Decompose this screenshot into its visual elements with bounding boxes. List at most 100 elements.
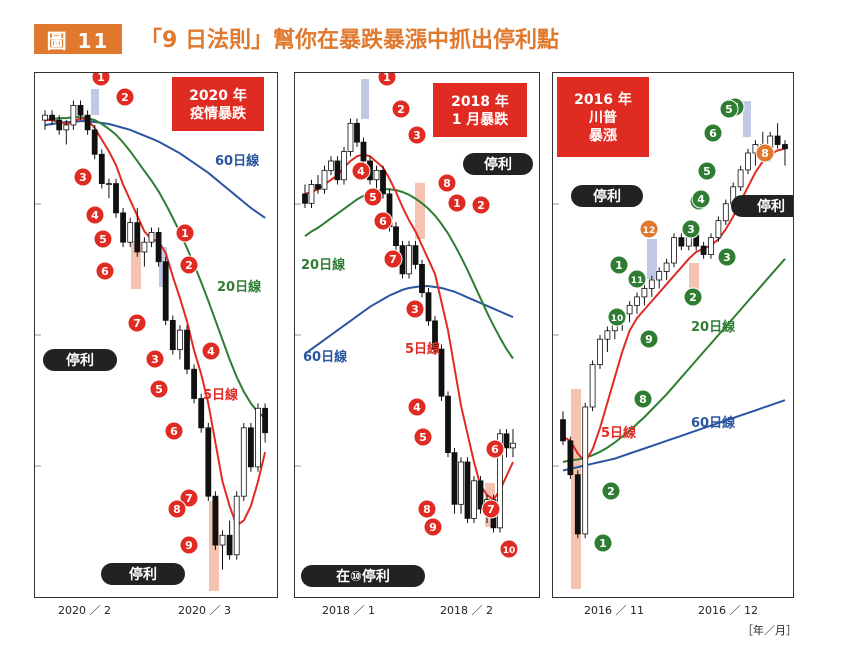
candle-body — [120, 212, 126, 243]
ma20-label: 20日線 — [691, 319, 736, 335]
event-title-line: 2018 年 — [451, 93, 509, 110]
count-marker-green-text: 6 — [709, 127, 717, 140]
candle-body — [63, 124, 70, 131]
event-title-box — [557, 77, 649, 157]
candle-body — [155, 232, 162, 263]
take-profit-callout — [43, 349, 117, 371]
count-marker-red-text: 7 — [389, 253, 397, 266]
candle-body — [328, 160, 334, 171]
candle-body — [240, 427, 247, 497]
count-marker-red-text: 3 — [79, 171, 87, 184]
count-marker-green — [719, 99, 739, 119]
candle-body — [663, 262, 670, 272]
candle-body — [589, 364, 596, 408]
count-marker-green-text: 5 — [725, 103, 733, 116]
count-marker-green-text: 5 — [703, 165, 711, 178]
count-marker-red — [351, 161, 371, 181]
count-marker-green — [717, 247, 737, 267]
candle-body — [42, 114, 48, 121]
ma20-line — [44, 116, 266, 419]
event-title-line: 2020 年 — [189, 87, 247, 104]
x-tick-label: 2016 ／ 11 — [584, 604, 644, 617]
candle-body — [91, 129, 98, 155]
candle-body — [212, 495, 219, 546]
candle-body — [432, 320, 438, 350]
count-marker-red — [179, 488, 199, 508]
count-marker-red-text: 2 — [121, 91, 129, 104]
count-marker-green-text: 4 — [697, 193, 705, 206]
highlight-band — [689, 263, 699, 293]
candle-body — [782, 144, 788, 150]
candle-body — [373, 169, 380, 181]
candle-body — [56, 119, 63, 131]
count-marker-red — [481, 499, 501, 519]
count-marker-green-text: 1 — [615, 259, 623, 272]
highlight-band — [131, 241, 141, 289]
count-marker-red-text: 7 — [133, 317, 141, 330]
candle-body — [412, 245, 419, 265]
count-marker-orange-text: 8 — [761, 147, 769, 160]
ma60-line — [562, 399, 786, 472]
count-marker-red — [175, 223, 195, 243]
count-marker-green — [593, 533, 613, 553]
count-marker-green-text: 2 — [689, 291, 697, 304]
count-marker-green — [601, 481, 621, 501]
candle-body — [134, 222, 141, 253]
ma20-line — [562, 258, 786, 463]
count-marker-red-text: 5 — [155, 383, 163, 396]
count-marker-red — [149, 379, 169, 399]
take-profit-text: 停利 — [484, 156, 512, 173]
candle-body — [678, 237, 685, 247]
count-marker-red — [95, 261, 115, 281]
candle-body — [406, 245, 412, 275]
candle-body — [445, 395, 451, 453]
candle-body — [503, 433, 510, 449]
ma60-label: 60日線 — [303, 349, 348, 365]
candle-body — [477, 480, 484, 510]
ma60-label: 60日線 — [691, 415, 736, 431]
count-marker-red — [73, 167, 93, 187]
candle-body — [106, 183, 112, 185]
event-title-line: 暴漲 — [588, 128, 618, 144]
candle-body — [419, 264, 425, 294]
count-marker-red — [373, 211, 393, 231]
event-title-line: 川普 — [588, 109, 617, 126]
count-marker-red-text: 5 — [369, 191, 377, 204]
candle-body — [148, 232, 155, 243]
candle-body — [219, 534, 226, 546]
count-marker-red — [85, 205, 105, 225]
candle-body — [560, 419, 566, 442]
count-marker-red-text: 2 — [185, 259, 193, 272]
candle-body — [233, 495, 240, 556]
ma5-label: 5日線 — [405, 341, 441, 357]
candle-body — [567, 440, 574, 476]
event-title-line: 疫情暴跌 — [190, 105, 247, 122]
count-marker-red — [167, 499, 187, 519]
count-marker-red-text: 7 — [487, 503, 495, 516]
count-marker-red — [437, 173, 457, 193]
candle-body — [708, 237, 714, 255]
count-marker-red-text: 7 — [185, 492, 193, 505]
candle-body — [191, 368, 198, 399]
count-marker-red-text: 8 — [173, 503, 181, 516]
ma20-line — [304, 188, 514, 360]
take-profit-text: 停利 — [129, 566, 157, 583]
candle-body — [302, 193, 308, 204]
count-marker-red — [447, 193, 467, 213]
count-marker-red-text: 10 — [503, 546, 516, 556]
count-marker-red-text: 1 — [383, 73, 391, 84]
candle-body — [641, 288, 648, 298]
count-marker-red-text: 5 — [99, 233, 107, 246]
count-marker-red — [423, 517, 443, 537]
candle-body — [393, 226, 399, 247]
count-marker-green-text: 8 — [639, 393, 647, 406]
candle-body — [597, 338, 603, 366]
highlight-band — [743, 101, 751, 137]
count-marker-red-text: 9 — [429, 521, 437, 534]
candle-body — [113, 183, 119, 214]
count-marker-red — [407, 125, 427, 145]
candle-body — [176, 329, 183, 351]
ma20-label: 20日線 — [301, 257, 346, 273]
count-marker-red — [201, 341, 221, 361]
candle-body — [458, 461, 464, 505]
